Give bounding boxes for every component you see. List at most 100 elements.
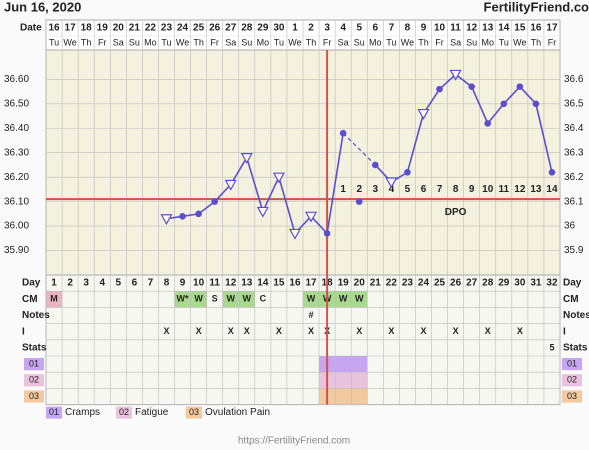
weekday: Th xyxy=(81,37,92,47)
dpo-number: 14 xyxy=(546,184,558,195)
date: 4 xyxy=(340,23,346,34)
y2-tick-label: 36.6 xyxy=(564,74,584,85)
cm-cell xyxy=(222,291,239,308)
intercourse-entry: X xyxy=(196,326,202,336)
y-tick-label: 35.90 xyxy=(4,245,29,256)
weekday: We xyxy=(176,37,189,47)
date: 29 xyxy=(257,23,269,34)
y-tick-label: 36.00 xyxy=(4,221,29,232)
weekday: Su xyxy=(354,37,365,47)
symptom-cell xyxy=(351,356,368,373)
weekday: We xyxy=(288,37,301,47)
weekday: Mo xyxy=(481,37,494,47)
day-number: 6 xyxy=(132,278,138,289)
day-number: 30 xyxy=(514,278,526,289)
weekday: Th xyxy=(531,37,542,47)
date: 1 xyxy=(292,23,298,34)
y-tick-label: 36.60 xyxy=(4,74,29,85)
temp-point xyxy=(404,168,411,176)
row-label: Stats xyxy=(563,343,588,354)
temp-point xyxy=(516,83,524,90)
cm-entry: W xyxy=(194,294,203,304)
date: 11 xyxy=(450,23,461,34)
dpo-number: 4 xyxy=(389,184,395,195)
temp-point xyxy=(240,153,253,164)
row-label: CM xyxy=(563,294,579,305)
legend-name: Cramps xyxy=(65,407,100,418)
intercourse-entry: X xyxy=(388,326,394,336)
date: 2 xyxy=(308,23,314,34)
day-number: 27 xyxy=(466,278,478,289)
date: 8 xyxy=(405,23,411,34)
day-number: 23 xyxy=(402,278,414,289)
weekday: Tu xyxy=(161,37,171,47)
y-tick-label: 36.30 xyxy=(4,147,29,158)
y2-tick-label: 35.9 xyxy=(564,245,584,256)
day-number: 31 xyxy=(530,278,542,289)
dpo-number: 6 xyxy=(421,184,427,195)
legend-code: 03 xyxy=(189,407,199,417)
weekday: Tu xyxy=(386,37,396,47)
date: 3 xyxy=(324,23,330,34)
weekday: Sa xyxy=(450,37,461,47)
weekday: Mo xyxy=(257,37,270,47)
day-number: 22 xyxy=(386,278,398,289)
day-number: 20 xyxy=(354,278,366,289)
intercourse-entry: X xyxy=(517,326,523,336)
date: 5 xyxy=(356,23,362,34)
row-label: Stats xyxy=(22,343,47,354)
row-label: CM xyxy=(22,294,38,305)
day-number: 17 xyxy=(305,278,317,289)
temp-point xyxy=(371,161,379,169)
date: 20 xyxy=(113,23,125,34)
weekday: Tu xyxy=(499,37,509,47)
day-number: 10 xyxy=(193,278,205,289)
legend-code: 01 xyxy=(49,407,59,417)
intercourse-entry: X xyxy=(244,326,250,336)
y2-tick-label: 36.3 xyxy=(564,147,584,158)
dpo-number: 12 xyxy=(514,184,526,195)
weekday: Fr xyxy=(323,37,332,47)
weekday: Fr xyxy=(435,37,444,47)
day-number: 2 xyxy=(67,278,73,289)
day-number: 12 xyxy=(225,278,237,289)
cm-entry: W xyxy=(355,294,364,304)
row-label: I xyxy=(22,326,25,337)
weekday: Sa xyxy=(113,37,124,47)
date: 17 xyxy=(65,23,77,34)
cm-cell xyxy=(335,291,352,308)
y-tick-label: 36.50 xyxy=(4,98,29,109)
symptom-swatch xyxy=(562,374,582,387)
temp-point xyxy=(355,198,363,205)
day-number: 16 xyxy=(289,278,301,289)
day-number: 5 xyxy=(116,278,122,289)
date: 7 xyxy=(389,23,395,34)
weekday: Sa xyxy=(338,37,349,47)
day-number: 1 xyxy=(51,278,57,289)
weekday: Su xyxy=(129,37,140,47)
header-site: FertilityFriend.co xyxy=(484,0,589,14)
day-number: 3 xyxy=(83,278,89,289)
day-number: 4 xyxy=(99,278,105,289)
cm-cell xyxy=(190,291,207,308)
weekday: Fr xyxy=(210,37,219,47)
weekday: We xyxy=(401,37,414,47)
weekday: Fr xyxy=(548,37,557,47)
day-number: 11 xyxy=(209,278,220,289)
symptom-swatch xyxy=(24,358,44,371)
y2-tick-label: 36.1 xyxy=(564,196,584,207)
symptom-cell xyxy=(351,388,368,405)
y2-tick-label: 36.4 xyxy=(564,123,584,134)
temp-point xyxy=(272,172,285,184)
day-number: 26 xyxy=(450,278,462,289)
weekday: We xyxy=(513,37,526,47)
temp-point xyxy=(339,129,347,137)
legend-name: Fatigue xyxy=(135,407,169,418)
cm-entry: W xyxy=(226,294,235,304)
symptom-code: 01 xyxy=(29,358,39,368)
symptom-code: 02 xyxy=(29,375,39,385)
temp-point xyxy=(305,211,318,223)
date: 18 xyxy=(81,23,93,34)
